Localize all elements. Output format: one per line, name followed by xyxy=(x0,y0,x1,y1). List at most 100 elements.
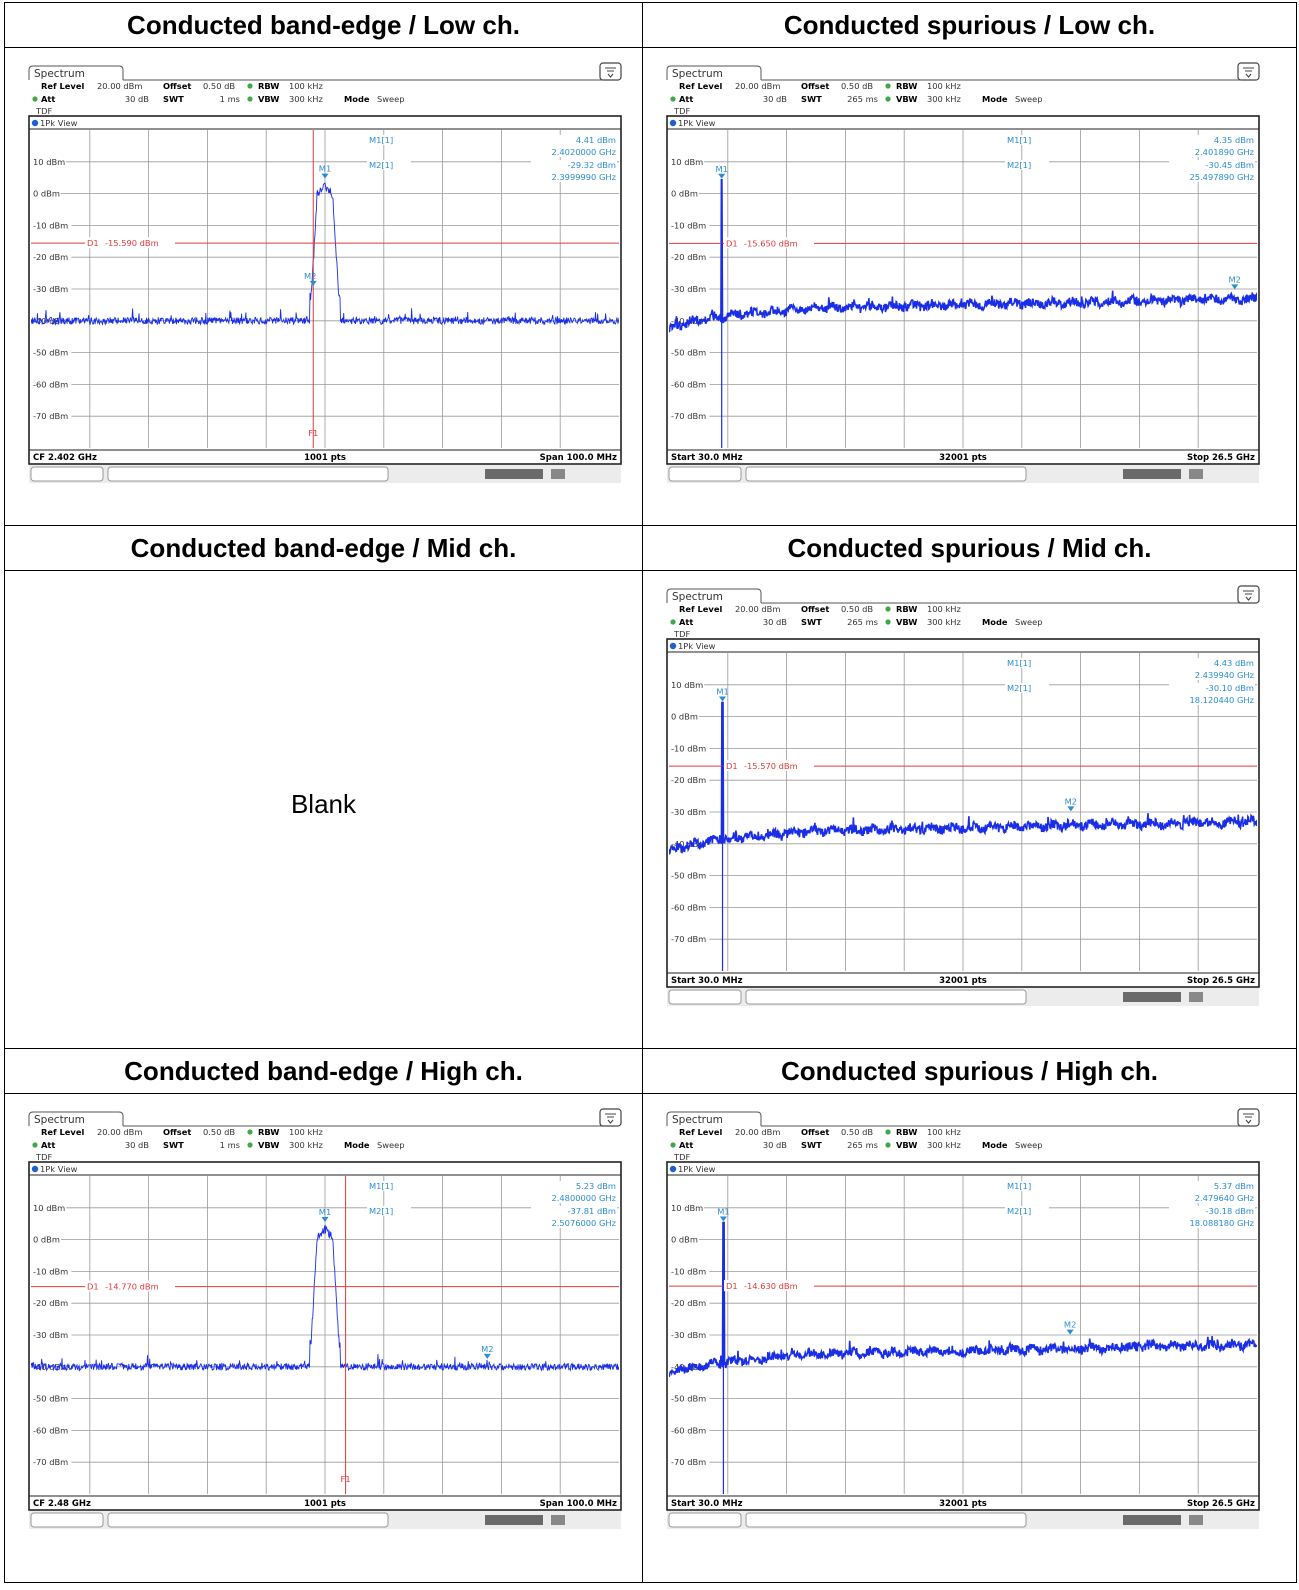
status-box-1 xyxy=(668,466,742,482)
y-tick-label: 10 dBm xyxy=(33,157,65,167)
y-tick-bg xyxy=(31,1424,72,1436)
ref-level-label: Ref Level xyxy=(41,1127,84,1137)
y-tick-bg xyxy=(31,1265,72,1277)
y-tick-bg xyxy=(31,410,72,422)
ref-level-label: Ref Level xyxy=(41,81,84,91)
readout-value-bg xyxy=(1169,1206,1255,1228)
att-label: Att xyxy=(679,94,693,104)
y-tick-bg xyxy=(31,155,67,167)
header-bandedge-high: Conducted band-edge / High ch. xyxy=(4,1048,643,1094)
y-tick-label: -10 dBm xyxy=(33,1266,68,1276)
y-tick-bg xyxy=(669,1201,705,1213)
footer-left: Start 30.0 MHz xyxy=(671,976,743,986)
ref-level-label: Ref Level xyxy=(679,1127,722,1137)
vbw-label: VBW xyxy=(896,617,917,627)
y-tick-bg xyxy=(31,1297,72,1309)
offset-value: 0.50 dB xyxy=(203,1127,235,1137)
y-tick-bg xyxy=(669,774,710,786)
att-value: 30 dB xyxy=(125,1140,149,1150)
y-tick-label: -60 dBm xyxy=(671,902,706,912)
marker-readout-label: M2[1] xyxy=(369,160,393,170)
rbw-label: RBW xyxy=(258,1127,279,1137)
view-indicator xyxy=(31,119,39,127)
y-tick-label: -10 dBm xyxy=(33,220,68,230)
y-tick-label: -20 dBm xyxy=(33,1298,68,1308)
mode-value: Sweep xyxy=(1015,1140,1043,1150)
readout-value-bg xyxy=(1169,1181,1255,1203)
tdf-label: TDF xyxy=(35,106,52,116)
y-tick-bg xyxy=(669,678,705,690)
att-value: 30 dB xyxy=(763,1140,787,1150)
progress-bar xyxy=(1123,469,1181,479)
status-icon xyxy=(551,1515,565,1525)
y-tick-label: -60 dBm xyxy=(33,1425,68,1435)
toolbar-icon-glyph xyxy=(1243,590,1254,601)
marker-triangle xyxy=(1231,284,1239,290)
y-tick-label: 0 dBm xyxy=(671,189,698,199)
status-box-2 xyxy=(745,1512,1027,1528)
marker-readout-level: 4.35 dBm xyxy=(1214,135,1254,145)
header-spurious-mid: Conducted spurious / Mid ch. xyxy=(642,525,1297,571)
y-tick-bg xyxy=(669,155,705,167)
view-label: 1Pk View xyxy=(40,1164,78,1174)
att-indicator xyxy=(670,96,676,102)
spectrum-screenshot-bandedge-low: Spectrum Ref Level 20.00 dBm Offset 0.50 dB R… xyxy=(25,62,625,492)
footer-right: Span 100.0 MHz xyxy=(540,1499,617,1509)
rbw-value: 100 kHz xyxy=(927,81,961,91)
y-tick-label: -30 dBm xyxy=(671,1330,706,1340)
att-indicator xyxy=(32,96,38,102)
vbw-indicator xyxy=(247,96,253,102)
y-tick-bg xyxy=(31,283,72,294)
status-icon xyxy=(1189,1515,1203,1525)
offset-label: Offset xyxy=(163,1127,191,1137)
vbw-indicator xyxy=(885,96,891,102)
y-tick-label: 0 dBm xyxy=(671,712,698,722)
status-box-1 xyxy=(30,1512,104,1528)
marker-readout-freq: 2.3999990 GHz xyxy=(551,172,616,182)
marker-label: M1 xyxy=(715,164,727,174)
marker-label: M1 xyxy=(319,1207,331,1217)
footer-left: CF 2.48 GHz xyxy=(33,1499,91,1509)
swt-value: 265 ms xyxy=(847,1140,878,1150)
offset-label: Offset xyxy=(801,81,829,91)
progress-bar xyxy=(485,469,543,479)
swt-label: SWT xyxy=(163,1140,184,1150)
freq-line-label: F1 xyxy=(341,1474,351,1484)
readout-label-bg xyxy=(1005,160,1049,170)
y-tick-bg xyxy=(669,1424,710,1436)
marker-readout-level: -30.45 dBm xyxy=(1206,160,1254,170)
readout-value-bg xyxy=(531,1206,617,1228)
marker-readout-freq: 25.497890 GHz xyxy=(1189,172,1254,182)
marker-readout-level: -29.32 dBm xyxy=(568,160,616,170)
offset-label: Offset xyxy=(801,1127,829,1137)
y-tick-label: 0 dBm xyxy=(33,1235,60,1245)
y-tick-label: -50 dBm xyxy=(671,1394,706,1404)
cell-spurious-high: Spectrum Ref Level 20.00 dBm Offset 0.50 dB R… xyxy=(642,1093,1297,1583)
vbw-label: VBW xyxy=(896,1140,917,1150)
footer-center: 1001 pts xyxy=(304,1499,346,1509)
readout-label-bg xyxy=(367,1181,411,1191)
tab-label: Spectrum xyxy=(672,1114,723,1126)
y-tick-label: -30 dBm xyxy=(33,284,68,294)
offset-value: 0.50 dB xyxy=(841,1127,873,1137)
swt-value: 265 ms xyxy=(847,617,878,627)
y-tick-bg xyxy=(669,346,710,358)
swt-label: SWT xyxy=(801,1140,822,1150)
y-tick-label: -70 dBm xyxy=(33,1457,68,1467)
swt-value: 1 ms xyxy=(220,1140,240,1150)
status-box-2 xyxy=(107,466,389,482)
toolbar-icon-glyph xyxy=(1243,67,1254,78)
vbw-label: VBW xyxy=(896,94,917,104)
blank-label: Blank xyxy=(290,789,357,819)
y-tick-bg xyxy=(669,187,699,199)
marker-triangle xyxy=(1066,1329,1074,1335)
trace-line xyxy=(31,1224,619,1372)
limit-line-value: -15.570 dBm xyxy=(744,761,798,771)
swt-label: SWT xyxy=(801,94,822,104)
rbw-label: RBW xyxy=(896,604,917,614)
y-tick-label: -50 dBm xyxy=(33,348,68,358)
header-spurious-high: Conducted spurious / High ch. xyxy=(642,1048,1297,1094)
cell-bandedge-high: Spectrum Ref Level 20.00 dBm Offset 0.50 dB R… xyxy=(4,1093,643,1583)
